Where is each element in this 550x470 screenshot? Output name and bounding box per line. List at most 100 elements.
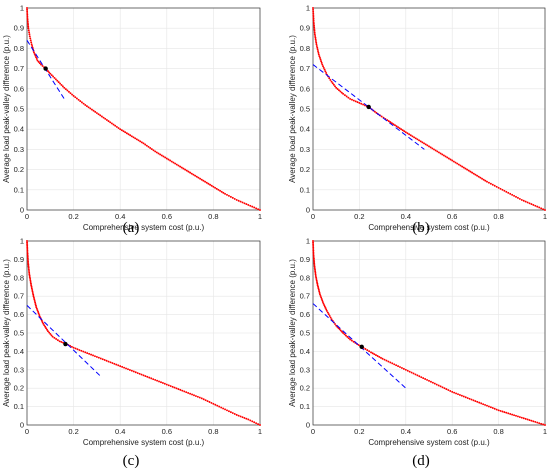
pareto-point (123, 366, 126, 369)
pareto-point (329, 79, 332, 81)
pareto-point (322, 302, 325, 305)
pareto-point (163, 382, 166, 385)
pareto-point (157, 152, 160, 155)
pareto-point (406, 132, 409, 135)
pareto-point (467, 169, 470, 172)
pareto-point (26, 257, 29, 260)
pareto-point (26, 251, 29, 253)
pareto-point (199, 177, 202, 180)
pareto-point (49, 72, 52, 75)
pareto-point (58, 340, 61, 343)
pareto-point (317, 53, 320, 56)
pareto-point (222, 407, 225, 410)
panel-c: 0 0.2 0.4 0.6 0.8 1 0 0.1 0.2 0.3 0.4 0.5 0.6 0.7 0.8 0… (2, 237, 262, 470)
pareto-point (534, 204, 537, 207)
pareto-point (458, 393, 461, 396)
pareto-point (31, 290, 34, 293)
pareto-point (381, 357, 384, 360)
pareto-point (140, 141, 143, 144)
pareto-point (235, 198, 238, 201)
pareto-point (439, 385, 442, 388)
pareto-point (122, 130, 125, 133)
pareto-point (229, 195, 232, 198)
pareto-point (420, 376, 423, 379)
pareto-point (26, 18, 29, 21)
pareto-point (173, 386, 176, 389)
pareto-point (345, 95, 348, 98)
y-tick-label: 1 (306, 4, 310, 13)
pareto-point (476, 174, 479, 177)
pareto-point (515, 414, 517, 417)
pareto-point (322, 66, 325, 69)
pareto-point (28, 271, 31, 274)
pareto-point (76, 348, 79, 351)
pareto-point (422, 377, 425, 380)
pareto-point (216, 404, 219, 407)
pareto-point (368, 350, 371, 353)
pareto-point (442, 154, 445, 157)
pareto-point (419, 140, 422, 143)
pareto-point (50, 74, 53, 77)
y-axis-title: Average load peak-valley difference (p.u… (2, 35, 11, 183)
pareto-point (185, 391, 188, 394)
pareto-point (135, 138, 138, 141)
pareto-point (312, 248, 315, 250)
pareto-point (389, 361, 392, 364)
pareto-point (411, 135, 414, 138)
pareto-point (312, 19, 315, 22)
y-tick-label: 0.5 (14, 329, 24, 338)
pareto-point (424, 378, 427, 380)
pareto-point (227, 194, 230, 197)
pareto-point (182, 167, 185, 170)
pareto-point (516, 415, 519, 418)
tangent-line (26, 305, 102, 378)
y-tick-label: 0.7 (300, 64, 310, 73)
pareto-point (524, 417, 527, 420)
pareto-point (366, 349, 369, 352)
pareto-point (214, 186, 217, 189)
selected-point (366, 104, 371, 110)
pareto-point (538, 422, 541, 425)
pareto-point (505, 190, 508, 193)
y-tick-label: 0 (20, 421, 24, 430)
pareto-point (204, 399, 207, 402)
pareto-point (144, 375, 147, 378)
x-tick-label: 0 (25, 212, 29, 221)
pareto-point (120, 129, 123, 132)
pareto-point (255, 422, 258, 425)
pareto-point (56, 79, 59, 82)
pareto-point (177, 388, 180, 391)
x-tick-label: 1 (543, 427, 547, 436)
pareto-point (48, 331, 51, 334)
pareto-point (130, 135, 133, 138)
pareto-point (314, 40, 317, 42)
pareto-point (312, 249, 315, 252)
x-tick-label: 0.6 (447, 427, 457, 436)
pareto-point (390, 122, 393, 125)
pareto-point (339, 90, 342, 93)
pareto-point (315, 41, 318, 44)
pareto-point (42, 322, 45, 325)
pareto-point (171, 385, 174, 388)
pareto-point (317, 51, 320, 54)
y-tick-label: 0.8 (14, 273, 24, 282)
pareto-point (224, 408, 226, 411)
pareto-point (542, 208, 545, 211)
pareto-point (312, 240, 314, 242)
pareto-point (434, 149, 437, 152)
pareto-point (196, 395, 199, 398)
pareto-point (495, 185, 498, 188)
pareto-point (237, 199, 240, 202)
y-tick-label: 1 (20, 237, 24, 246)
pareto-point (312, 22, 315, 25)
pareto-point (472, 399, 475, 402)
pareto-point (150, 148, 153, 151)
y-tick-label: 0.4 (14, 347, 24, 356)
pareto-point (324, 70, 327, 73)
pareto-point (26, 243, 29, 246)
pareto-point (446, 156, 449, 159)
pareto-point (313, 262, 316, 265)
pareto-point (111, 362, 114, 365)
pareto-point (347, 337, 350, 340)
pareto-point (121, 365, 124, 368)
